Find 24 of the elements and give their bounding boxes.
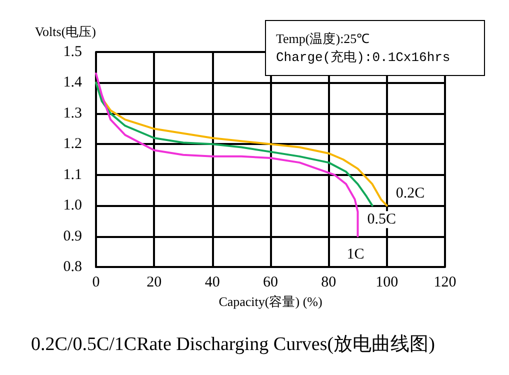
y-tick-label: 1.4 — [63, 74, 82, 91]
y-tick-label: 0.9 — [63, 228, 82, 244]
y-tick-label: 1.5 — [63, 44, 82, 60]
x-tick-label: 100 — [376, 274, 398, 290]
y-axis-title: Volts(电压) — [34, 24, 96, 39]
series-label: 0.5C — [367, 212, 396, 228]
line-series — [95, 72, 359, 238]
y-tick-label: 1.2 — [63, 136, 82, 152]
x-tick-label: 60 — [263, 274, 278, 290]
y-tick-label: 1.0 — [63, 198, 82, 214]
y-tick-label: 1.1 — [63, 166, 82, 183]
series-label: 0.2C — [396, 186, 425, 202]
y-tick-label: 0.8 — [63, 259, 82, 275]
x-tick-label: 0 — [92, 274, 100, 290]
x-tick-label: 40 — [204, 274, 220, 290]
x-tick-label: 120 — [434, 274, 456, 290]
series-label: 1C — [346, 246, 364, 262]
x-axis-title: Capacity(容量) (%) — [218, 294, 322, 309]
text: 0.2C/0.5C/1CRate Discharging Curves(放电曲线图) — [31, 334, 435, 355]
annotation: Charge(充电):0.1Cx16hrs — [276, 49, 452, 67]
note-panel: Temp(温度):25℃ Charge(充电):0.1Cx16hrs — [265, 20, 485, 76]
x-tick-label: 80 — [321, 274, 336, 290]
x-tick-label: 20 — [146, 274, 162, 290]
y-tick-label: 1.3 — [63, 105, 82, 122]
